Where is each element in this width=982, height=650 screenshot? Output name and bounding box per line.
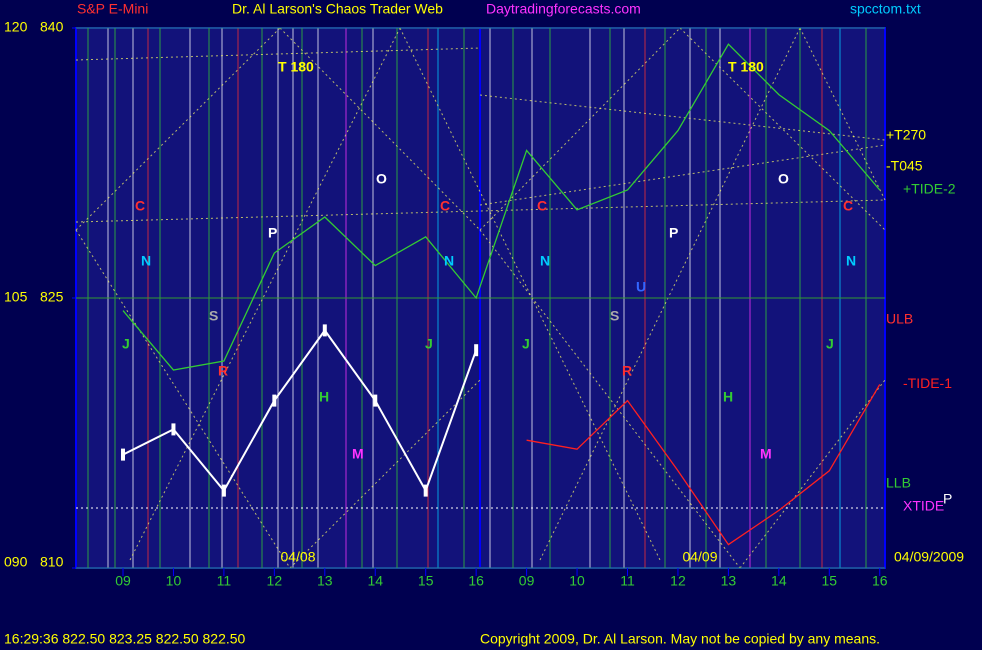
x-tick-label: 15 — [418, 573, 434, 589]
right-label: ULB — [886, 311, 913, 327]
price-bar — [221, 484, 226, 497]
price-bar — [272, 394, 277, 407]
status: 16:29:36 822.50 823.25 822.50 822.50 — [4, 631, 246, 647]
geometry-line — [479, 27, 681, 231]
x-tick-label: 16 — [872, 573, 888, 589]
price-bar — [322, 324, 327, 337]
annotation: C — [843, 198, 853, 214]
geometry-line — [799, 27, 886, 201]
annotation: H — [723, 389, 733, 405]
x-tick-label: 12 — [670, 573, 686, 589]
geometry-line — [399, 27, 661, 561]
annotation: N — [540, 253, 550, 269]
right-label: LLB — [886, 475, 911, 491]
right-label: -T045 — [886, 158, 923, 174]
annotation: S — [209, 308, 218, 324]
x-tick-label: 16 — [468, 573, 484, 589]
geometry-line — [75, 229, 291, 569]
right-label: XTIDE — [903, 498, 944, 514]
series-label: -TIDE-1 — [903, 375, 952, 391]
y2-tick-label: 120 — [4, 19, 28, 35]
x-tick-label: 09 — [519, 573, 535, 589]
x-tick-label: 09 — [115, 573, 131, 589]
price-bar — [373, 394, 378, 407]
annotation: C — [135, 198, 145, 214]
series-line — [122, 328, 478, 494]
annotation: T 180 — [278, 59, 314, 75]
price-bar — [171, 423, 176, 436]
x-tick-label: 15 — [822, 573, 838, 589]
geometry-line — [479, 144, 886, 206]
annotation: H — [319, 389, 329, 405]
annotation: M — [352, 446, 364, 462]
annotation: P — [268, 225, 277, 241]
date-label: 04/09/2009 — [894, 549, 964, 565]
price-bar — [474, 344, 479, 357]
copyright: Copyright 2009, Dr. Al Larson. May not b… — [480, 631, 880, 647]
annotation: J — [122, 336, 130, 352]
geometry-line — [75, 47, 481, 61]
x-tick-label: 10 — [569, 573, 585, 589]
series-line — [526, 384, 881, 546]
annotation: J — [425, 336, 433, 352]
annotation: T 180 — [728, 59, 764, 75]
annotation: C — [440, 198, 450, 214]
x-tick-label: 13 — [317, 573, 333, 589]
geometry-line — [539, 27, 801, 561]
y2-tick-label: 090 — [4, 554, 28, 570]
annotation: M — [760, 446, 772, 462]
x-tick-label: 10 — [166, 573, 182, 589]
price-bar — [423, 484, 428, 497]
price-bar — [121, 448, 125, 461]
x-tick-label: 11 — [217, 573, 232, 589]
site: Daytradingforecasts.com — [486, 1, 641, 17]
chart-title: Dr. Al Larson's Chaos Trader Web — [232, 1, 443, 17]
subtitle: S&P E-Mini — [77, 1, 148, 17]
x-tick-label: 11 — [620, 573, 635, 589]
series-line — [122, 43, 881, 371]
annotation: S — [610, 308, 619, 324]
y-tick-label: 810 — [40, 554, 64, 570]
geometry-line — [279, 27, 481, 231]
geometry-line — [479, 229, 741, 569]
annotation: J — [826, 336, 834, 352]
x-tick-label: 14 — [367, 573, 383, 589]
y2-tick-label: 105 — [4, 289, 28, 305]
right-label: P — [943, 491, 952, 507]
file-name: spcctom.txt — [850, 1, 921, 17]
annotation: N — [846, 253, 856, 269]
annotation: J — [522, 336, 530, 352]
x-tick-label: 14 — [771, 573, 787, 589]
date-label: 04/09 — [682, 549, 717, 565]
annotation: P — [669, 225, 678, 241]
x-tick-label: 12 — [267, 573, 283, 589]
annotation: N — [141, 253, 151, 269]
x-tick-label: 13 — [721, 573, 737, 589]
date-label: 04/08 — [280, 549, 315, 565]
annotation: C — [537, 198, 547, 214]
annotation: U — [636, 279, 646, 295]
series-label: +TIDE-2 — [903, 181, 956, 197]
annotation: N — [444, 253, 454, 269]
annotation: O — [376, 171, 387, 187]
annotation: O — [778, 171, 789, 187]
y-tick-label: 840 — [40, 19, 64, 35]
annotation: R — [218, 363, 228, 379]
annotation: R — [622, 363, 632, 379]
right-label: +T270 — [886, 127, 926, 143]
y-tick-label: 825 — [40, 289, 64, 305]
